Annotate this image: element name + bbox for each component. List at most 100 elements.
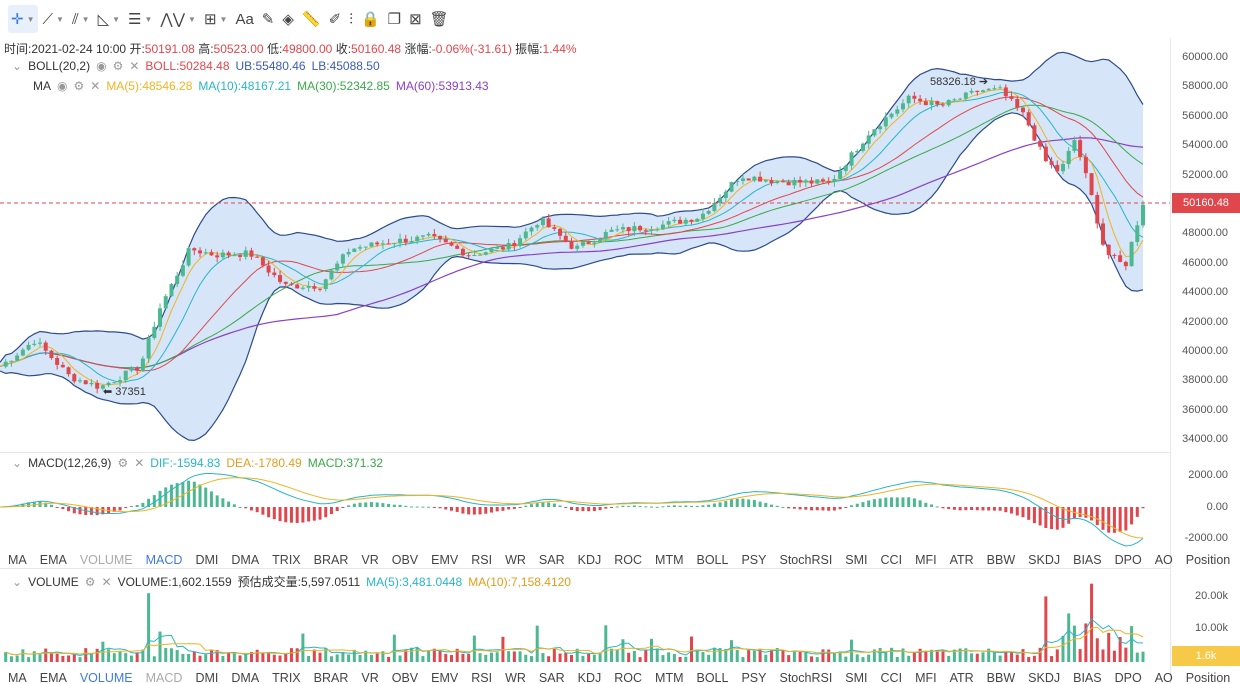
tab-kdj[interactable]: KDJ (577, 553, 602, 567)
tab-dma[interactable]: DMA (231, 553, 260, 567)
tab-dpo[interactable]: DPO (1114, 671, 1142, 684)
tab-position[interactable]: Position (1185, 671, 1231, 684)
measure-tool[interactable]: ⫶ (346, 5, 356, 33)
eye-icon[interactable]: ◉ (96, 59, 107, 73)
tab-macd[interactable]: MACD (145, 553, 183, 567)
angle-tool[interactable]: ◺ ▼ (95, 5, 123, 33)
text-tool[interactable]: Aa (232, 5, 256, 33)
tab-bbw[interactable]: BBW (986, 671, 1016, 684)
tab-dma[interactable]: DMA (231, 671, 260, 684)
tab-mfi[interactable]: MFI (915, 671, 937, 684)
tab-macd[interactable]: MACD (145, 671, 183, 684)
close-icon[interactable]: ✕ (101, 574, 112, 589)
eraser-tool[interactable]: ◈ (279, 5, 297, 33)
tab-vr[interactable]: VR (361, 671, 379, 684)
tab-bbw[interactable]: BBW (986, 553, 1016, 567)
wave-tool[interactable]: ⋀⋁ ▼ (157, 5, 199, 33)
multiline-tool[interactable]: ⫽ ▼ (69, 5, 93, 33)
tab-atr[interactable]: ATR (949, 671, 974, 684)
tab-ma[interactable]: MA (8, 553, 27, 567)
settings-icon[interactable]: ⚙ (112, 59, 124, 73)
ruler-tool[interactable]: 📏 (299, 5, 324, 33)
tab-emv[interactable]: EMV (431, 671, 459, 684)
tab-volume[interactable]: VOLUME (79, 553, 133, 567)
tab-stochrsi[interactable]: StochRSI (779, 553, 833, 567)
tab-volume[interactable]: VOLUME (79, 671, 133, 684)
tab-rsi[interactable]: RSI (471, 553, 493, 567)
tab-smi[interactable]: SMI (845, 553, 868, 567)
tab-bias[interactable]: BIAS (1073, 553, 1102, 567)
tab-ema[interactable]: EMA (39, 553, 67, 567)
tab-brar[interactable]: BRAR (313, 553, 349, 567)
caret-down-icon[interactable]: ▼ (144, 14, 153, 24)
tab-obv[interactable]: OBV (391, 553, 419, 567)
pencil-tool[interactable]: ✐ (326, 5, 345, 33)
trash-tool[interactable]: 🗑 (427, 5, 452, 33)
hide-tool[interactable]: ⊠ (406, 5, 425, 33)
tab-dmi[interactable]: DMI (195, 553, 219, 567)
tab-ema[interactable]: EMA (39, 671, 67, 684)
lock-tool[interactable]: 🔒 (358, 5, 383, 33)
tab-obv[interactable]: OBV (391, 671, 419, 684)
tab-emv[interactable]: EMV (431, 553, 459, 567)
crosshair-tool[interactable]: ✛ ▼ (8, 5, 38, 33)
tab-boll[interactable]: BOLL (696, 671, 729, 684)
tab-dpo[interactable]: DPO (1114, 553, 1142, 567)
caret-down-icon[interactable]: ▼ (26, 14, 35, 24)
copy-tool[interactable]: ❐ (385, 5, 404, 33)
tab-atr[interactable]: ATR (949, 553, 974, 567)
tab-ma[interactable]: MA (8, 671, 27, 684)
tab-mtm[interactable]: MTM (655, 671, 684, 684)
caret-down-icon[interactable]: ▼ (219, 14, 228, 24)
tab-wr[interactable]: WR (505, 671, 526, 684)
close-icon[interactable]: ✕ (129, 59, 140, 73)
tab-skdj[interactable]: SKDJ (1028, 671, 1061, 684)
close-icon[interactable]: ✕ (134, 456, 145, 470)
tab-brar[interactable]: BRAR (313, 671, 349, 684)
tab-psy[interactable]: PSY (741, 553, 767, 567)
tab-sar[interactable]: SAR (538, 671, 565, 684)
tab-skdj[interactable]: SKDJ (1028, 553, 1061, 567)
rect-tools-tool[interactable]: ⊞ ▼ (201, 5, 231, 33)
tab-kdj[interactable]: KDJ (577, 671, 602, 684)
tab-position[interactable]: Position (1185, 553, 1231, 567)
collapse-arrow-icon[interactable]: ⌄ (12, 456, 23, 470)
volume-bar (529, 656, 533, 662)
caret-down-icon[interactable]: ▼ (188, 14, 196, 24)
tab-trix[interactable]: TRIX (272, 671, 301, 684)
tab-trix[interactable]: TRIX (272, 553, 301, 567)
tab-cci[interactable]: CCI (880, 553, 903, 567)
tab-bias[interactable]: BIAS (1073, 671, 1102, 684)
tab-mfi[interactable]: MFI (915, 553, 937, 567)
volume-bar (1135, 652, 1139, 662)
tab-roc[interactable]: ROC (614, 671, 643, 684)
close-icon[interactable]: ✕ (90, 79, 101, 93)
settings-icon[interactable]: ⚙ (84, 574, 96, 589)
tab-sar[interactable]: SAR (538, 553, 565, 567)
eye-icon[interactable]: ◉ (57, 79, 68, 93)
tab-rsi[interactable]: RSI (471, 671, 493, 684)
caret-down-icon[interactable]: ▼ (81, 14, 90, 24)
caret-down-icon[interactable]: ▼ (112, 14, 121, 24)
settings-icon[interactable]: ⚙ (73, 79, 85, 93)
tab-stochrsi[interactable]: StochRSI (779, 671, 833, 684)
tab-wr[interactable]: WR (505, 553, 526, 567)
tab-smi[interactable]: SMI (845, 671, 868, 684)
settings-icon[interactable]: ⚙ (117, 456, 129, 470)
tab-cci[interactable]: CCI (880, 671, 903, 684)
tab-ao[interactable]: AO (1154, 671, 1173, 684)
tab-dmi[interactable]: DMI (195, 671, 219, 684)
tab-ao[interactable]: AO (1154, 553, 1173, 567)
tab-vr[interactable]: VR (361, 553, 379, 567)
tab-roc[interactable]: ROC (614, 553, 643, 567)
tab-mtm[interactable]: MTM (655, 553, 684, 567)
caret-down-icon[interactable]: ▼ (56, 14, 64, 24)
horizontal-lines-tool[interactable]: ☰ ▼ (125, 5, 155, 33)
tab-boll[interactable]: BOLL (696, 553, 729, 567)
brush-tool[interactable]: ✎ (259, 5, 278, 33)
collapse-arrow-icon[interactable]: ⌄ (12, 59, 23, 73)
tab-psy[interactable]: PSY (741, 671, 767, 684)
collapse-arrow-icon[interactable]: ⌄ (12, 574, 23, 589)
trendline-tool[interactable]: ⟋ ▼ (40, 5, 67, 33)
